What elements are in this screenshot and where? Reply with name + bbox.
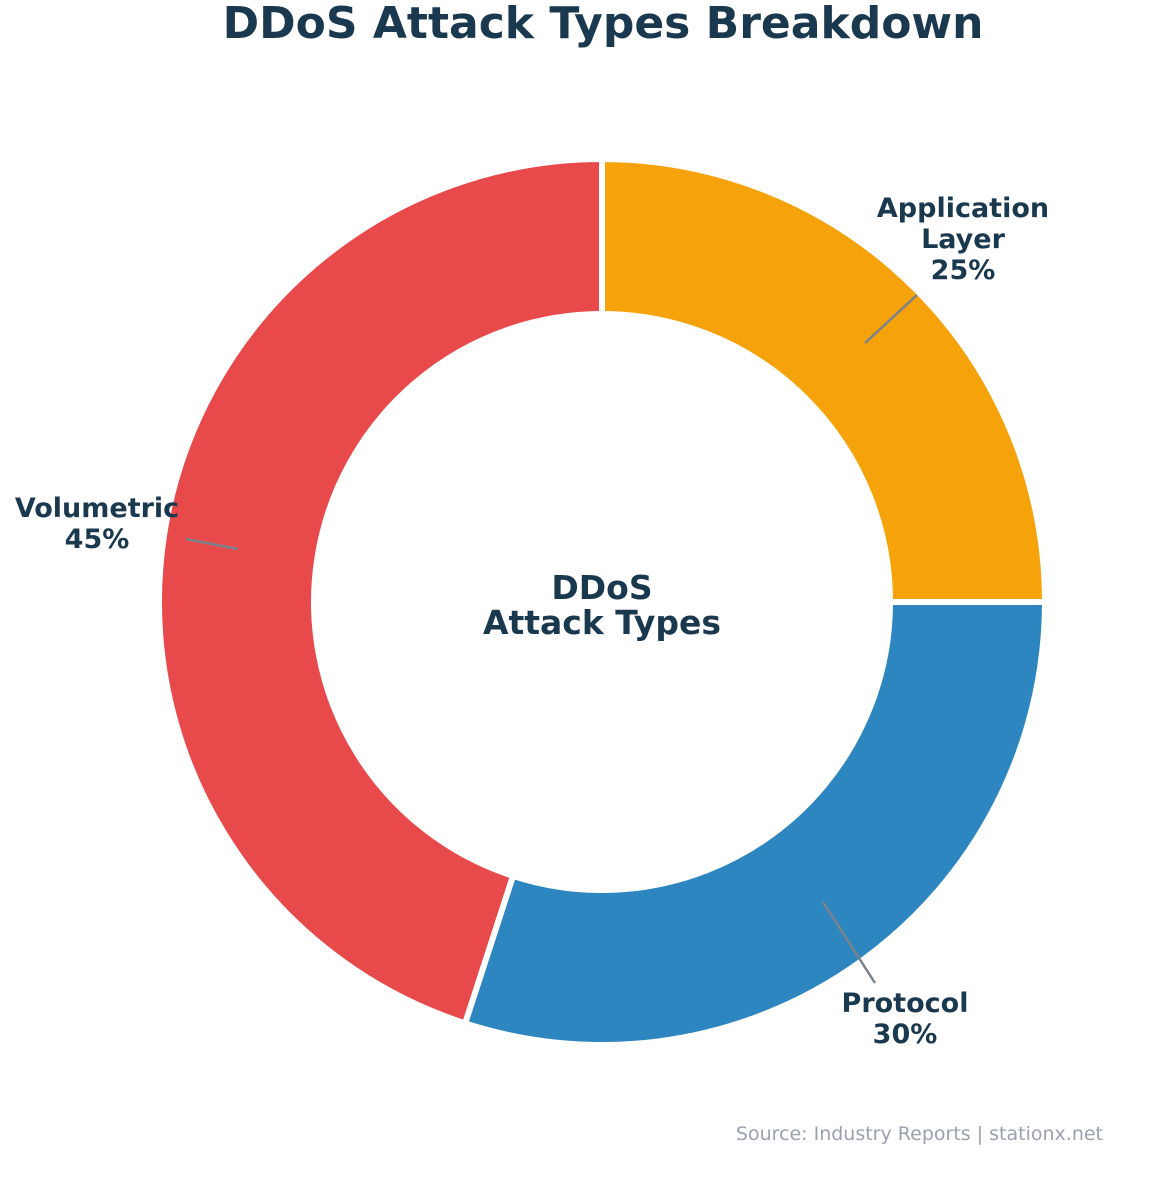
center-label-line: Attack Types: [482, 603, 722, 642]
slice-label-protocol: Protocol 30%: [705, 988, 1105, 1050]
slice-label-line: Application: [876, 193, 1050, 224]
slice-label-line: Layer: [921, 224, 1005, 255]
leader-line-volumetric: [185, 537, 239, 551]
slice-label-line: Protocol: [841, 988, 969, 1019]
slice-label-value: 25%: [930, 255, 996, 286]
slice-label-volumetric: Volumetric 45%: [0, 493, 297, 555]
donut-center-label: DDoS Attack Types: [402, 570, 802, 640]
slice-label-line: Volumetric: [14, 493, 180, 524]
pie-slice-protocol: [462, 599, 1048, 1048]
chart-title: DDoS Attack Types Breakdown: [222, 0, 984, 49]
slice-label-value: 45%: [64, 524, 130, 555]
pie-slice-volumetric: [155, 156, 605, 1027]
slice-label-application-layer: Application Layer 25%: [763, 193, 1163, 286]
pie-slice-application-layer: [599, 156, 1048, 605]
slice-label-value: 30%: [872, 1019, 938, 1050]
leader-line-application-layer: [864, 294, 918, 344]
center-label-line: DDoS: [551, 568, 653, 607]
source-credit: Source: Industry Reports | stationx.net: [735, 1123, 1103, 1145]
leader-line-protocol: [821, 901, 877, 984]
